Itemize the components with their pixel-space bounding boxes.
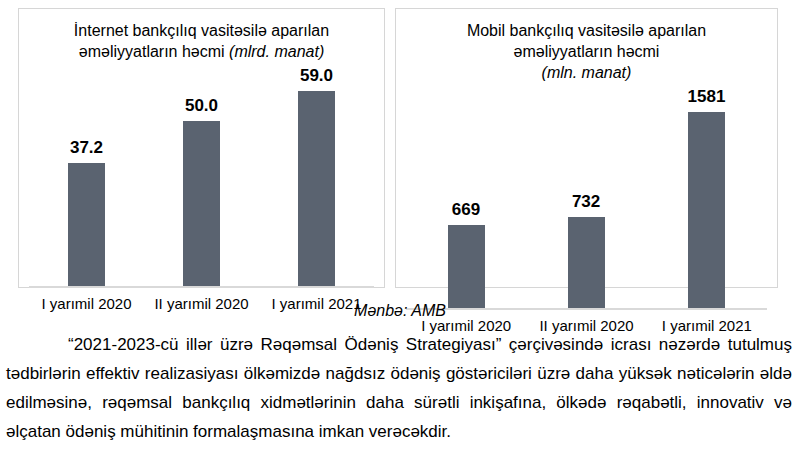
bar-value-label: 669 — [452, 200, 480, 220]
bar-column: 1581 — [688, 87, 726, 308]
category-axis-labels: I yarımil 2020II yarımil 2020I yarımil 2… — [29, 288, 374, 312]
bar-plot-mobile: 6697321581I yarımil 2020II yarımil 2020I… — [406, 87, 767, 334]
bar-value-label: 59.0 — [300, 66, 333, 86]
bar-column: 59.0 — [298, 66, 335, 286]
bar-column: 732 — [568, 192, 605, 308]
chart-title-text: Mobil bankçılıq vasitəsilə aparılan əməl… — [467, 22, 706, 60]
category-label: II yarımil 2020 — [144, 295, 259, 312]
body-paragraph: “2021-2023-cü illər üzrə Rəqəmsal Ödəniş… — [6, 330, 792, 446]
bars-area: 37.2 50.0 59.0 — [29, 66, 374, 286]
bar-column: 37.2 — [68, 138, 105, 286]
bar — [448, 225, 485, 308]
chart-unit-label: (mlrd. manat) — [229, 43, 324, 60]
chart-panel-internet-banking: İnternet bankçılıq vasitəsilə aparılan ə… — [18, 8, 385, 288]
bar — [688, 112, 725, 308]
chart-title-mobile: Mobil bankçılıq vasitəsilə aparılan əməl… — [431, 20, 743, 83]
bar-column: 669 — [448, 200, 485, 308]
bar-plot-internet: 37.2 50.0 59.0 I yarımil 2020II yarımil 202… — [29, 66, 374, 312]
bar-value-label: 732 — [572, 192, 600, 212]
bar-value-label: 50.0 — [185, 96, 218, 116]
bar — [568, 217, 605, 308]
bar-value-label: 1581 — [688, 87, 726, 107]
chart-panel-mobile-banking: Mobil bankçılıq vasitəsilə aparılan əməl… — [395, 8, 778, 288]
category-label: I yarımil 2020 — [29, 295, 144, 312]
charts-row: İnternet bankçılıq vasitəsilə aparılan ə… — [18, 8, 778, 288]
chart-title-internet: İnternet bankçılıq vasitəsilə aparılan ə… — [46, 20, 358, 62]
bar — [183, 121, 220, 286]
bar — [68, 163, 105, 286]
bar — [298, 91, 335, 286]
chart-unit-label: (mln. manat) — [431, 62, 743, 83]
bar-column: 50.0 — [183, 96, 220, 286]
bars-area: 669 732 1581 — [406, 87, 767, 308]
bar-value-label: 37.2 — [70, 138, 103, 158]
